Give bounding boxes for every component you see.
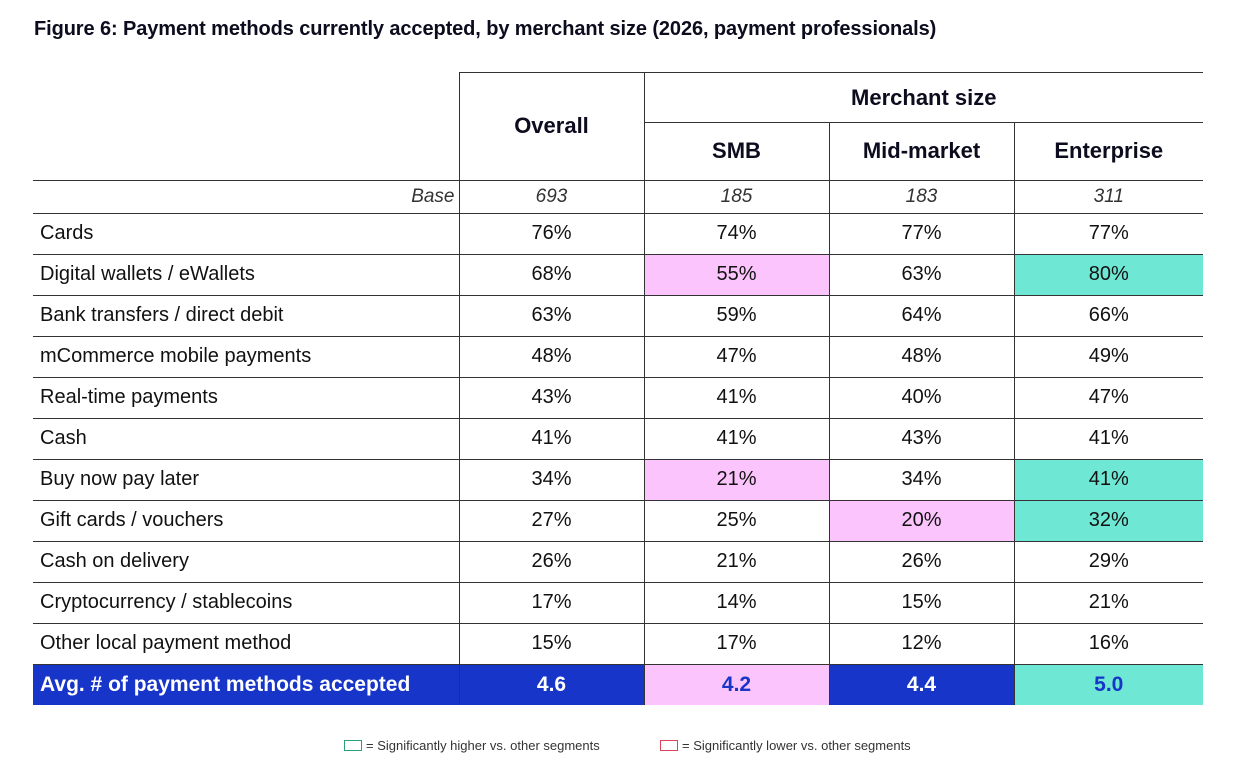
row-label: Cards [33, 213, 459, 255]
cell-mid-market: 48% [828, 336, 1014, 378]
table-row: Digital wallets / eWallets 68% 55% 63% 80% [33, 254, 1204, 296]
table-row: Cash 41% 41% 43% 41% [33, 418, 1204, 460]
cell-smb: 25% [643, 500, 829, 542]
cell-smb: 14% [643, 582, 829, 624]
legend-higher: = Significantly higher vs. other segment… [344, 738, 600, 753]
cell-overall: 34% [458, 459, 644, 501]
cell-overall: 43% [458, 377, 644, 419]
row-label: mCommerce mobile payments [33, 336, 459, 378]
table-row: Cryptocurrency / stablecoins 17% 14% 15% 21% [33, 582, 1204, 624]
avg-label: Avg. # of payment methods accepted [33, 664, 459, 705]
cell-mid-market: 15% [828, 582, 1014, 624]
cell-smb: 59% [643, 295, 829, 337]
cell-enterprise: 47% [1013, 377, 1204, 419]
row-label: Gift cards / vouchers [33, 500, 459, 542]
table-row: mCommerce mobile payments 48% 47% 48% 49% [33, 336, 1204, 378]
cell-mid-market: 12% [828, 623, 1014, 665]
base-row: Base 693 185 183 311 [33, 179, 1204, 214]
row-label: Real-time payments [33, 377, 459, 419]
header-mid-market: Mid-market [828, 122, 1014, 180]
cell-enterprise: 41% [1013, 418, 1204, 460]
cell-mid-market: 20% [828, 500, 1014, 542]
row-label: Cryptocurrency / stablecoins [33, 582, 459, 624]
cell-mid-market: 64% [828, 295, 1014, 337]
table-row: Gift cards / vouchers 27% 25% 20% 32% [33, 500, 1204, 542]
base-smb: 185 [643, 179, 829, 214]
legend-lower-label: = Significantly lower vs. other segments [682, 738, 911, 753]
cell-smb: 41% [643, 377, 829, 419]
cell-enterprise: 66% [1013, 295, 1204, 337]
legend-lower-swatch [660, 740, 678, 751]
header-enterprise: Enterprise [1013, 122, 1204, 180]
row-label: Digital wallets / eWallets [33, 254, 459, 296]
avg-mid-market: 4.4 [828, 664, 1014, 705]
cell-smb: 55% [643, 254, 829, 296]
cell-enterprise: 41% [1013, 459, 1204, 501]
row-label: Cash on delivery [33, 541, 459, 583]
cell-smb: 47% [643, 336, 829, 378]
header-spacer [33, 123, 459, 181]
header-merchant-size: Merchant size [643, 72, 1204, 123]
cell-enterprise: 21% [1013, 582, 1204, 624]
avg-overall: 4.6 [458, 664, 644, 705]
cell-smb: 21% [643, 459, 829, 501]
cell-smb: 21% [643, 541, 829, 583]
cell-enterprise: 80% [1013, 254, 1204, 296]
cell-overall: 26% [458, 541, 644, 583]
row-label: Bank transfers / direct debit [33, 295, 459, 337]
avg-enterprise: 5.0 [1013, 664, 1204, 705]
cell-mid-market: 77% [828, 213, 1014, 255]
base-mid-market: 183 [828, 179, 1014, 214]
base-overall: 693 [458, 179, 644, 214]
header-spacer [33, 73, 459, 123]
table-row: Real-time payments 43% 41% 40% 47% [33, 377, 1204, 419]
legend-higher-label: = Significantly higher vs. other segment… [366, 738, 600, 753]
cell-overall: 48% [458, 336, 644, 378]
cell-overall: 17% [458, 582, 644, 624]
cell-overall: 15% [458, 623, 644, 665]
header-overall: Overall [458, 72, 644, 180]
table-row: Cash on delivery 26% 21% 26% 29% [33, 541, 1204, 583]
payment-methods-table: Overall Merchant size SMB Mid-market Ent… [33, 72, 1204, 705]
cell-enterprise: 49% [1013, 336, 1204, 378]
cell-mid-market: 63% [828, 254, 1014, 296]
cell-enterprise: 77% [1013, 213, 1204, 255]
cell-mid-market: 40% [828, 377, 1014, 419]
figure-title: Figure 6: Payment methods currently acce… [34, 18, 937, 40]
table-row: Bank transfers / direct debit 63% 59% 64% 66… [33, 295, 1204, 337]
row-label: Cash [33, 418, 459, 460]
avg-smb: 4.2 [643, 664, 829, 705]
cell-overall: 68% [458, 254, 644, 296]
cell-smb: 17% [643, 623, 829, 665]
legend-lower: = Significantly lower vs. other segments [660, 738, 911, 753]
cell-overall: 27% [458, 500, 644, 542]
table-row: Buy now pay later 34% 21% 34% 41% [33, 459, 1204, 501]
row-label: Buy now pay later [33, 459, 459, 501]
cell-smb: 41% [643, 418, 829, 460]
cell-enterprise: 29% [1013, 541, 1204, 583]
cell-enterprise: 32% [1013, 500, 1204, 542]
row-label: Other local payment method [33, 623, 459, 665]
legend-higher-swatch [344, 740, 362, 751]
cell-overall: 41% [458, 418, 644, 460]
cell-overall: 76% [458, 213, 644, 255]
cell-mid-market: 26% [828, 541, 1014, 583]
table-row: Cards 76% 74% 77% 77% [33, 213, 1204, 255]
base-enterprise: 311 [1013, 179, 1204, 214]
table-row: Other local payment method 15% 17% 12% 16% [33, 623, 1204, 665]
cell-smb: 74% [643, 213, 829, 255]
avg-row: Avg. # of payment methods accepted 4.6 4.2… [33, 664, 1204, 705]
base-label: Base [33, 179, 459, 214]
header-smb: SMB [643, 122, 829, 180]
cell-enterprise: 16% [1013, 623, 1204, 665]
cell-overall: 63% [458, 295, 644, 337]
cell-mid-market: 43% [828, 418, 1014, 460]
cell-mid-market: 34% [828, 459, 1014, 501]
